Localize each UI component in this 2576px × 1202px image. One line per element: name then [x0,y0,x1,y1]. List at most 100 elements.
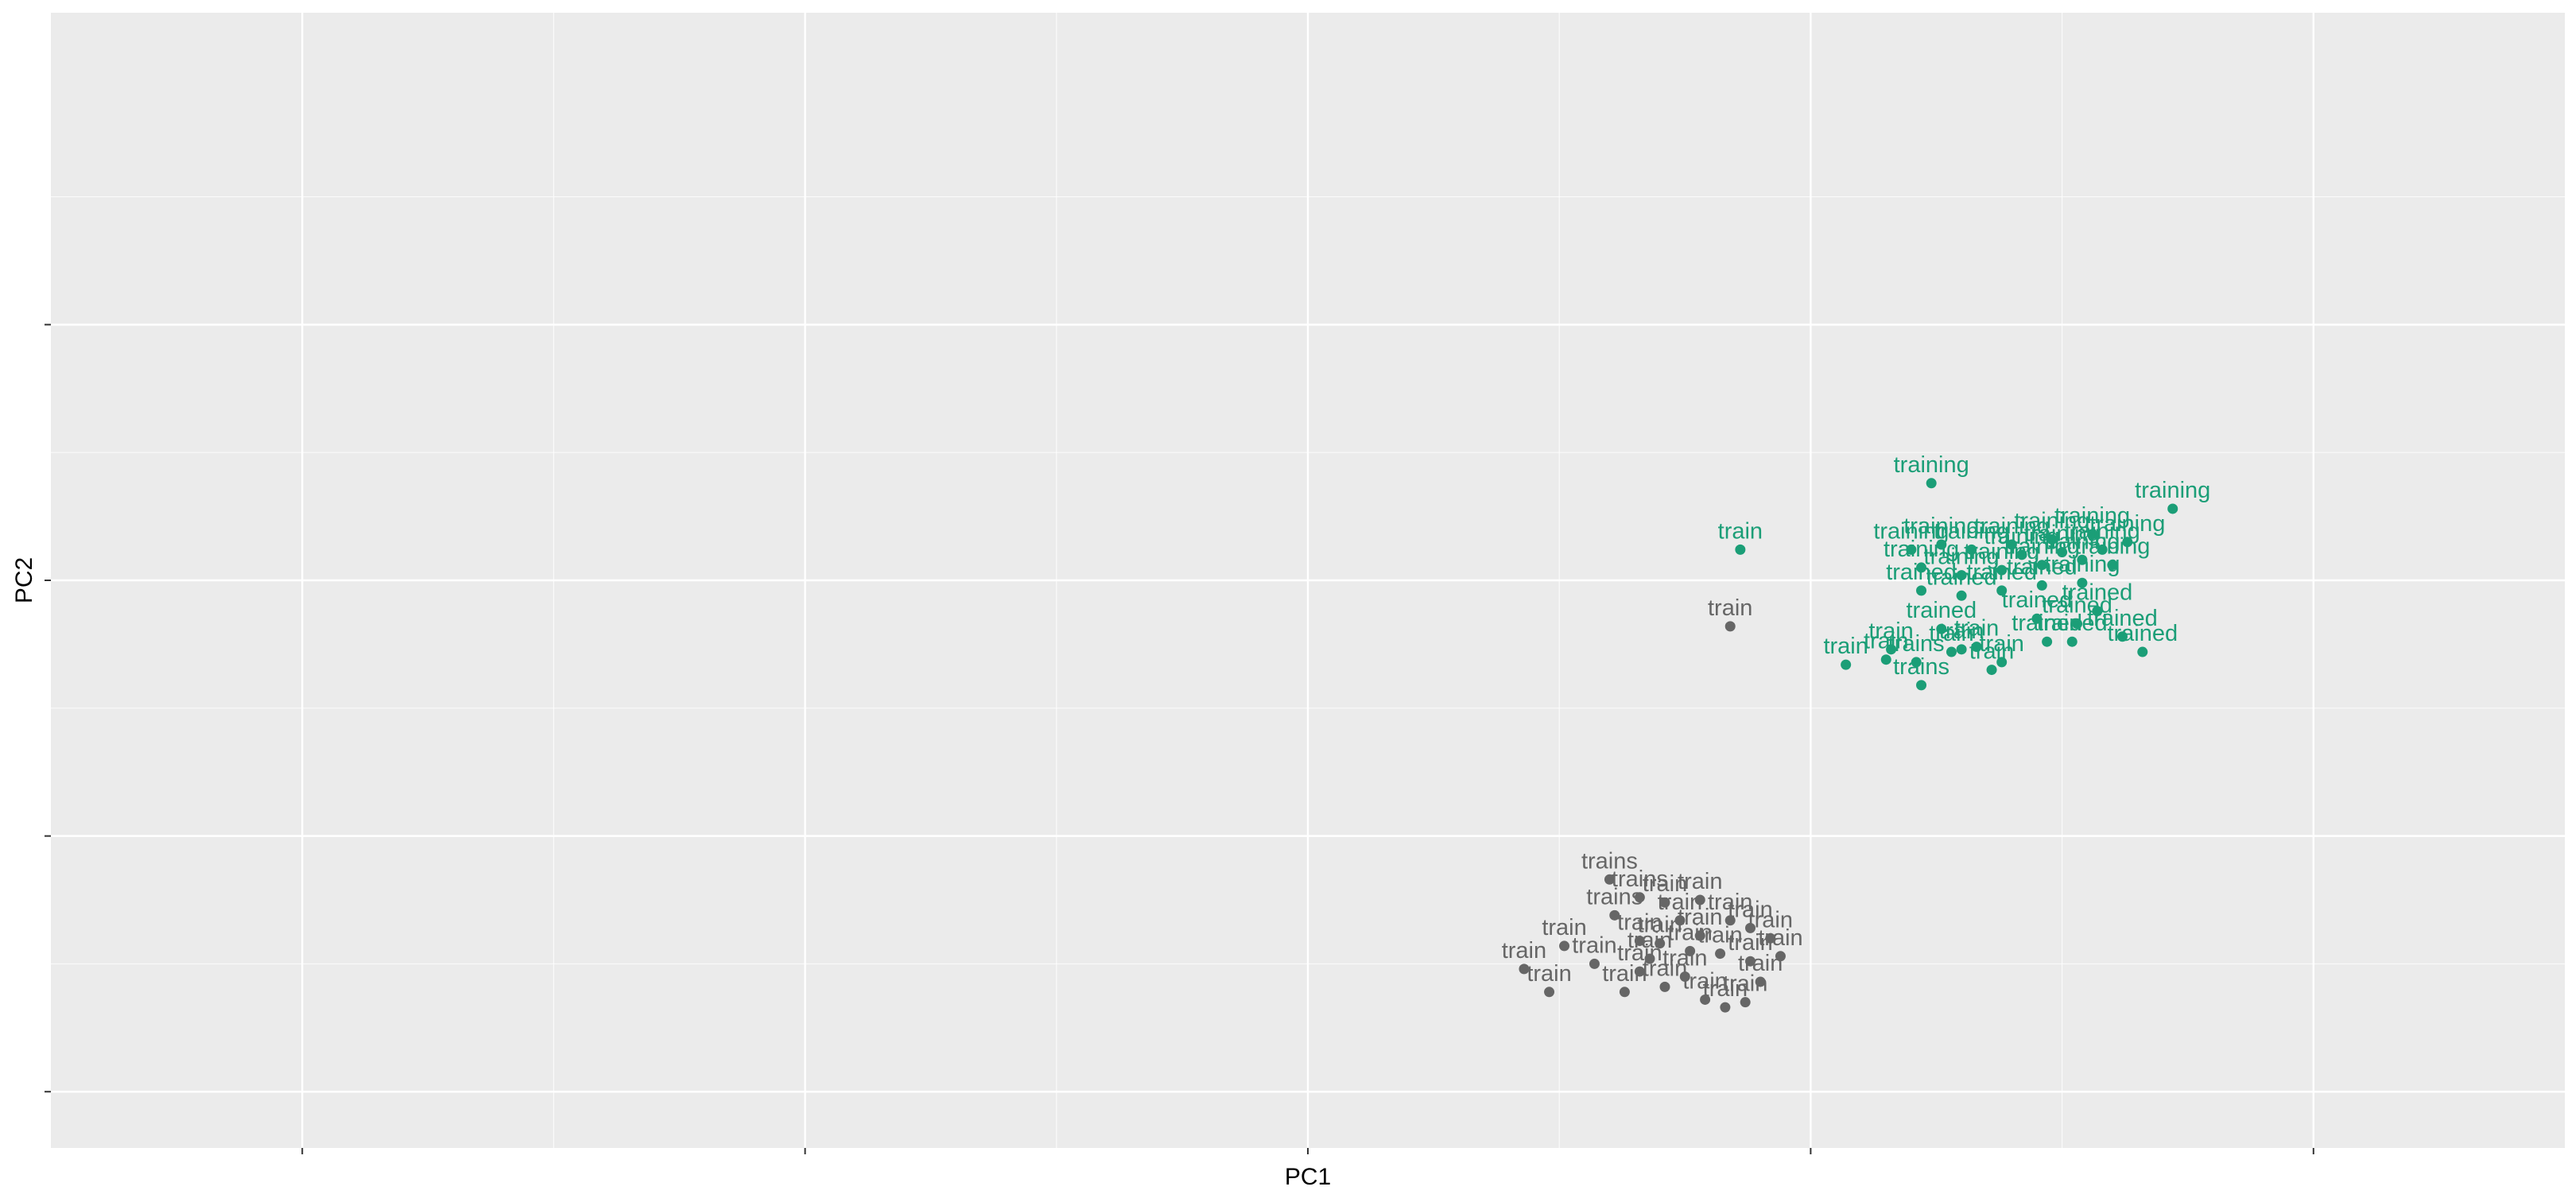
point-label: train [1708,890,1752,915]
data-point [1724,621,1736,632]
data-point [2137,646,2148,657]
point-label: train [1572,933,1616,958]
point-label: train [1617,909,1662,935]
point-label: training [2065,518,2140,544]
data-point [1755,976,1766,987]
point-label: trained [2062,580,2133,606]
point-label: trained [2012,611,2082,636]
point-label: train [1678,905,1722,930]
data-point [1544,987,1555,998]
data-point [1956,570,1967,581]
data-point [2107,560,2118,571]
point-label: train [1658,890,1702,915]
point-label: train [1643,956,1687,981]
point-label: trained [2002,587,2073,613]
point-label: train [1697,923,1742,948]
data-point [1956,590,1967,601]
data-point [1674,915,1686,926]
point-label: trains [1893,654,1949,680]
data-point [1966,544,1977,555]
point-label: training [1984,524,2059,549]
point-label: training [1974,514,2050,539]
x-axis-title: PC1 [1285,1164,1331,1190]
data-point [2042,636,2053,647]
y-axis-title: PC2 [11,557,37,603]
data-point [1679,971,1690,983]
data-point [2077,577,2088,588]
point-label: trained [1966,560,2037,585]
point-label: train [1980,631,2024,657]
point-label: training [2004,534,2080,560]
data-point [1956,644,1967,655]
data-point [1659,981,1670,992]
point-label: trained [2037,611,2108,636]
data-point [1700,994,1711,1005]
point-label: train [1678,869,1722,894]
data-point [1589,958,1600,969]
data-point [2036,560,2047,571]
data-point [1916,680,1927,691]
data-point [2092,606,2103,617]
data-point [1644,953,1655,964]
data-point [1911,657,1922,668]
data-point [1634,966,1645,977]
point-label: train [1728,897,1772,922]
point-label: training [1964,539,2039,564]
data-point [2031,613,2043,624]
data-point [1724,915,1736,926]
data-point [2066,636,2077,647]
data-point [1694,894,1705,905]
data-point [1519,964,1530,975]
data-point [1971,642,1982,653]
point-label: train [1954,616,1999,642]
point-label: training [1894,452,1969,478]
data-point [1604,874,1615,885]
point-label: training [2074,534,2150,560]
point-label: training [1884,537,1959,562]
data-point [2167,503,2178,514]
data-point [1715,948,1726,960]
point-label: trained [1926,564,1997,590]
data-point [1946,646,1957,657]
data-point [1720,1002,1731,1013]
data-point [1740,997,1751,1008]
data-point [1880,654,1891,665]
point-label: train [1662,946,1707,971]
data-point [1609,909,1620,921]
point-label: trained [2087,606,2158,631]
point-label: train [1502,938,1546,964]
point-label: train [1868,618,1913,644]
data-point [1694,930,1705,941]
point-label: train [1617,940,1662,966]
point-label: train [1602,961,1647,987]
point-label: trained [1906,598,1977,623]
point-label: train [1864,629,1908,654]
data-point [1906,544,1917,555]
data-point [1735,544,1746,555]
point-label: train [1637,913,1682,938]
data-point [1936,539,1947,550]
point-label: trains [1581,848,1638,874]
point-label: trains [1612,867,1668,892]
data-point [2077,554,2088,565]
point-label: training [2135,478,2210,503]
point-label: train [1748,907,1793,933]
data-point [1745,956,1756,967]
data-point [2057,547,2068,558]
point-label: train [1823,634,1868,659]
data-point [2016,549,2027,560]
data-point [2087,529,2098,540]
point-label: training [1873,518,1949,544]
point-label: train [1929,621,1973,646]
data-point [1936,623,1947,634]
data-point [1634,935,1645,946]
point-label: training [1934,518,2009,544]
major-gridlines [51,13,2565,1148]
data-point [1841,659,1852,670]
data-point [1559,940,1570,952]
data-point [2046,534,2058,545]
data-point [1996,657,2008,668]
point-label: training [1903,514,1979,539]
point-label: train [1939,618,1984,644]
point-label: train [1969,639,2014,665]
